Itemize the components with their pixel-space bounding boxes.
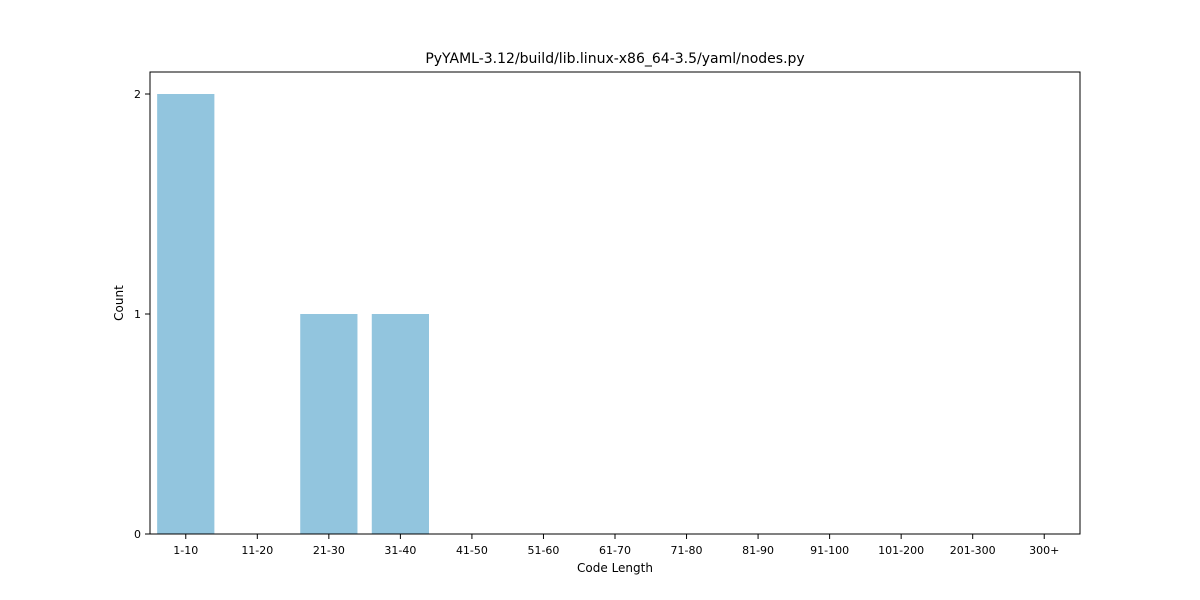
x-axis: 1-10 11-20 21-30 31-40 41-50 51-60 61-70 71-80 8… <box>173 534 1059 557</box>
bar-21-30 <box>300 314 358 534</box>
x-tick-label: 41-50 <box>456 544 488 557</box>
x-tick-label: 61-70 <box>599 544 631 557</box>
x-tick-label: 300+ <box>1029 544 1059 557</box>
x-tick-label: 201-300 <box>950 544 996 557</box>
plot-area <box>157 94 429 534</box>
plot-frame <box>149 71 1081 535</box>
y-tick-label: 2 <box>134 88 141 101</box>
x-tick-label: 81-90 <box>742 544 774 557</box>
x-axis-label: Code Length <box>577 561 653 575</box>
x-tick-label: 101-200 <box>878 544 924 557</box>
y-tick-label: 1 <box>134 308 141 321</box>
x-tick-label: 31-40 <box>384 544 416 557</box>
bar-31-40 <box>371 314 429 534</box>
x-tick-label: 71-80 <box>671 544 703 557</box>
y-axis-label: Count <box>112 285 126 321</box>
x-tick-label: 1-10 <box>173 544 198 557</box>
y-tick-label: 0 <box>134 528 141 541</box>
x-tick-label: 91-100 <box>810 544 849 557</box>
x-tick-label: 11-20 <box>241 544 273 557</box>
x-tick-label: 51-60 <box>527 544 559 557</box>
bar-1-10 <box>157 94 215 534</box>
x-tick-label: 21-30 <box>313 544 345 557</box>
y-axis: 0 1 2 <box>134 88 150 541</box>
chart-title: PyYAML-3.12/build/lib.linux-x86_64-3.5/y… <box>425 51 804 67</box>
